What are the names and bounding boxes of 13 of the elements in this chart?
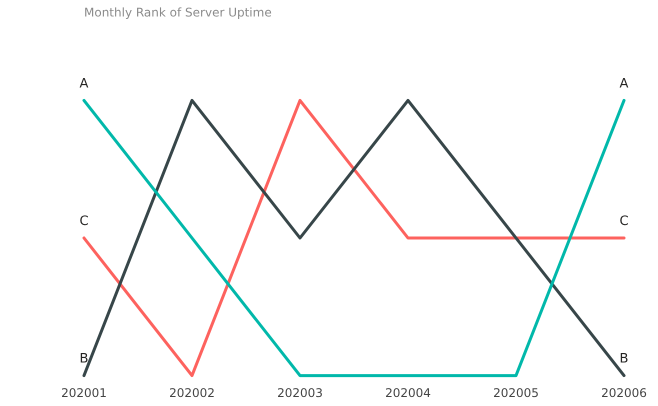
text: B [620,351,628,366]
series-label: A [620,76,629,92]
x-tick-label: 202006 [601,386,647,400]
text: C [79,214,89,229]
series-label: C [619,214,629,229]
x-tick-label: 202004 [385,386,431,400]
x-tick-label: 202005 [493,386,539,400]
chart-title: Monthly Rank of Server Uptime [84,5,272,20]
x-tick-label: 202003 [277,386,323,400]
x-tick-label: 202001 [61,386,107,400]
series-label: B [80,351,88,366]
x-tick-label: 202002 [169,386,215,400]
text: A [80,76,88,92]
